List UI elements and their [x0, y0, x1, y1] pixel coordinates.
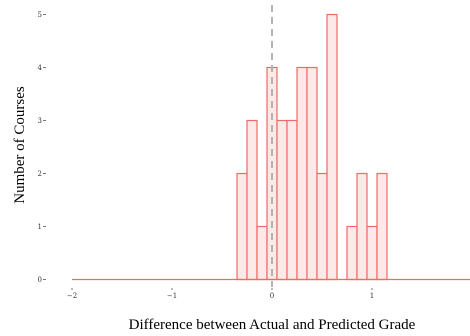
histogram-bar: [346, 225, 358, 281]
x-tick-label: 1: [370, 292, 374, 300]
y-tick-label: 3: [38, 117, 42, 125]
histogram-bar: [246, 119, 258, 281]
x-tick-label: 0: [270, 292, 274, 300]
histogram-bar: [236, 172, 248, 281]
y-axis-title: Number of Courses: [12, 86, 28, 204]
y-axis-ticks: 0 1 2 3 4 5: [38, 11, 46, 284]
x-tick-label: −1: [167, 292, 177, 300]
histogram-bar: [276, 119, 288, 281]
histogram-bar: [256, 225, 268, 281]
y-tick-label: 0: [38, 276, 42, 284]
histogram-bar: [326, 13, 338, 281]
y-tick-label: 2: [38, 170, 42, 178]
x-axis-title: Difference between Actual and Predicted …: [129, 317, 416, 333]
x-axis-ticks: −2 −1 0 1: [67, 288, 374, 300]
histogram-bar: [316, 172, 328, 281]
y-tick-label: 5: [38, 11, 42, 19]
histogram-bar: [376, 172, 388, 281]
histogram-bar: [356, 172, 368, 281]
y-tick-label: 1: [38, 223, 42, 231]
histogram-bar: [306, 66, 318, 281]
x-tick-label: −2: [67, 292, 77, 300]
histogram-bar: [286, 119, 298, 281]
y-tick-label: 4: [38, 64, 43, 72]
histogram-bar: [366, 225, 378, 281]
histogram-bar: [296, 66, 308, 281]
bars-layer: [236, 13, 388, 281]
